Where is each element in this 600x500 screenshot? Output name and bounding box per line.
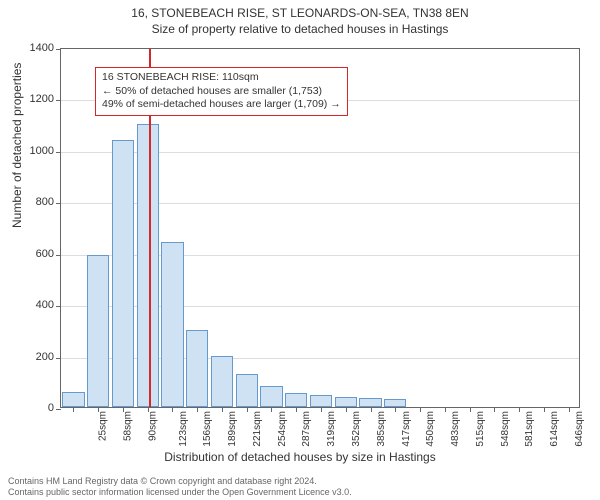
xtick-label: 417sqm xyxy=(401,411,412,447)
xtick-label: 90sqm xyxy=(147,411,158,441)
ytick-mark xyxy=(56,100,61,101)
histogram-bar xyxy=(137,124,159,407)
histogram-bar xyxy=(62,392,84,407)
ytick-mark xyxy=(56,203,61,204)
ytick-label: 200 xyxy=(0,351,54,363)
ytick-mark xyxy=(56,255,61,256)
histogram-bar xyxy=(211,356,233,407)
xtick-label: 254sqm xyxy=(277,411,288,447)
xtick-label: 352sqm xyxy=(351,411,362,447)
xtick-mark xyxy=(73,407,74,412)
xtick-label: 25sqm xyxy=(98,411,109,441)
ytick-label: 800 xyxy=(0,196,54,208)
xtick-mark xyxy=(395,407,396,412)
xtick-label: 156sqm xyxy=(203,411,214,447)
annotation-line-2: ← 50% of detached houses are smaller (1,… xyxy=(102,85,341,99)
histogram-bar xyxy=(260,386,282,407)
ytick-label: 1200 xyxy=(0,93,54,105)
histogram-bar xyxy=(359,398,381,407)
ytick-label: 0 xyxy=(0,402,54,414)
xtick-mark xyxy=(247,407,248,412)
footer-attribution: Contains HM Land Registry data © Crown c… xyxy=(8,476,592,498)
ytick-mark xyxy=(56,306,61,307)
xtick-mark xyxy=(98,407,99,412)
xtick-label: 319sqm xyxy=(326,411,337,447)
title-block: 16, STONEBEACH RISE, ST LEONARDS-ON-SEA,… xyxy=(0,0,600,36)
xtick-label: 58sqm xyxy=(123,411,134,441)
histogram-bar xyxy=(285,393,307,407)
annotation-line-3: 49% of semi-detached houses are larger (… xyxy=(102,98,341,112)
xtick-mark xyxy=(494,407,495,412)
xtick-mark xyxy=(569,407,570,412)
xtick-label: 614sqm xyxy=(549,411,560,447)
ytick-label: 1000 xyxy=(0,145,54,157)
xtick-label: 385sqm xyxy=(376,411,387,447)
xtick-mark xyxy=(519,407,520,412)
histogram-bar xyxy=(310,395,332,407)
reference-annotation-box: 16 STONEBEACH RISE: 110sqm ← 50% of deta… xyxy=(95,67,348,116)
ytick-mark xyxy=(56,409,61,410)
address-title: 16, STONEBEACH RISE, ST LEONARDS-ON-SEA,… xyxy=(0,6,600,20)
histogram-bar xyxy=(161,242,183,407)
xtick-mark xyxy=(371,407,372,412)
ytick-mark xyxy=(56,152,61,153)
xtick-mark xyxy=(346,407,347,412)
xtick-label: 581sqm xyxy=(524,411,535,447)
annotation-line-1: 16 STONEBEACH RISE: 110sqm xyxy=(102,71,341,85)
x-axis-label: Distribution of detached houses by size … xyxy=(0,450,600,464)
xtick-label: 515sqm xyxy=(475,411,486,447)
xtick-mark xyxy=(420,407,421,412)
ytick-mark xyxy=(56,358,61,359)
xtick-mark xyxy=(445,407,446,412)
xtick-label: 189sqm xyxy=(227,411,238,447)
ytick-label: 1400 xyxy=(0,42,54,54)
xtick-label: 548sqm xyxy=(500,411,511,447)
histogram-bar xyxy=(112,140,134,407)
ytick-label: 600 xyxy=(0,248,54,260)
xtick-mark xyxy=(271,407,272,412)
footer-line-1: Contains HM Land Registry data © Crown c… xyxy=(8,476,592,487)
xtick-mark xyxy=(544,407,545,412)
xtick-mark xyxy=(197,407,198,412)
histogram-bar xyxy=(186,330,208,407)
histogram-bar xyxy=(236,374,258,407)
xtick-mark xyxy=(321,407,322,412)
xtick-label: 450sqm xyxy=(425,411,436,447)
xtick-label: 483sqm xyxy=(450,411,461,447)
subtitle: Size of property relative to detached ho… xyxy=(0,22,600,36)
xtick-mark xyxy=(470,407,471,412)
histogram-bar xyxy=(87,255,109,407)
xtick-label: 646sqm xyxy=(574,411,585,447)
histogram-bar xyxy=(384,399,406,407)
xtick-label: 287sqm xyxy=(302,411,313,447)
xtick-mark xyxy=(296,407,297,412)
xtick-mark xyxy=(172,407,173,412)
xtick-mark xyxy=(222,407,223,412)
figure-container: 16, STONEBEACH RISE, ST LEONARDS-ON-SEA,… xyxy=(0,0,600,500)
ytick-mark xyxy=(56,49,61,50)
xtick-mark xyxy=(123,407,124,412)
xtick-label: 221sqm xyxy=(252,411,263,447)
histogram-bar xyxy=(335,397,357,407)
xtick-mark xyxy=(148,407,149,412)
ytick-label: 400 xyxy=(0,299,54,311)
xtick-label: 123sqm xyxy=(178,411,189,447)
footer-line-2: Contains public sector information licen… xyxy=(8,487,592,498)
